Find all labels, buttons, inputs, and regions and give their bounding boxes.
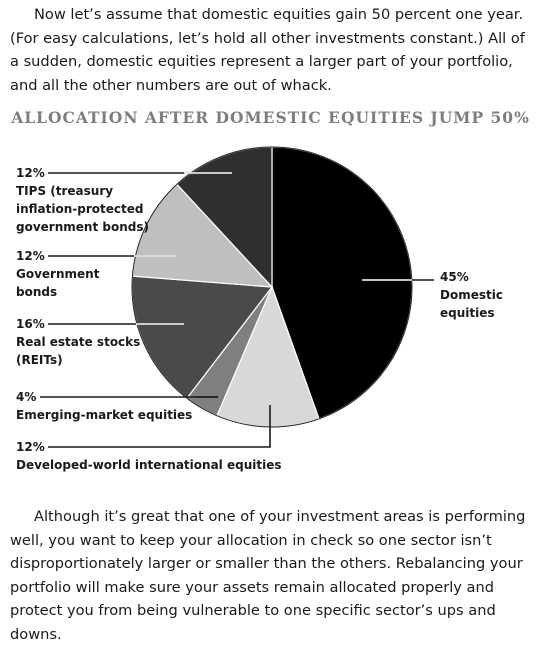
intro-paragraph: Now let’s assume that domestic equities … [10,6,525,94]
closing-paragraph: Although it’s great that one of your inv… [10,508,526,643]
label-reits: 16% Real estate stocks (REITs) [16,317,141,367]
label-domestic-equities: 45% Domestic equities [440,270,503,320]
label-developed-world: 12% Developed-world international equiti… [16,440,282,472]
label-emerging-market: 4% Emerging-market equities [16,390,193,422]
pie-outline [131,146,413,428]
leader-line-developed-world [48,405,271,448]
label-tips: 12% TIPS (treasury inflation-protected g… [16,166,149,234]
label-government-bonds: 12% Government bonds [16,249,100,299]
chart-title: ALLOCATION AFTER DOMESTIC EQUITIES JUMP … [11,108,530,127]
allocation-pie-chart [40,146,434,448]
